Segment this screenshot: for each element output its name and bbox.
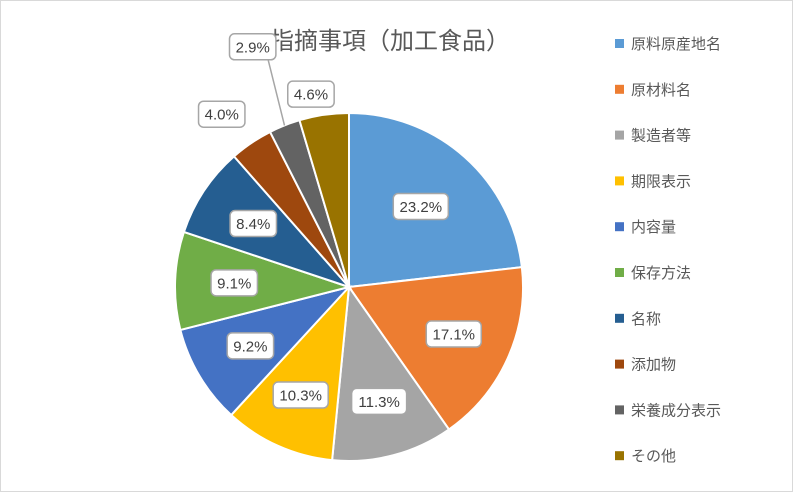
legend-entry: 名称 (615, 310, 661, 328)
legend-label: 内容量 (631, 218, 676, 236)
legend-swatch (615, 451, 624, 461)
legend-swatch (615, 222, 624, 232)
legend-entry: 添加物 (615, 356, 676, 374)
data-label-text: 8.4% (236, 216, 270, 233)
data-label-box (226, 332, 275, 360)
data-label-text: 11.3% (358, 394, 399, 411)
legend-entry: 保存方法 (615, 264, 691, 282)
data-label: 9.1% (210, 269, 259, 297)
data-label-box (197, 100, 246, 128)
legend-label: 製造者等 (631, 127, 691, 145)
legend-swatch (615, 130, 624, 140)
chart-title: 指摘事項（加工食品） (270, 27, 510, 55)
data-label-text: 9.1% (217, 275, 251, 292)
data-label-box (392, 192, 450, 221)
legend-swatch (615, 39, 624, 48)
data-label-text: 10.3% (279, 388, 322, 405)
data-label-text: 9.2% (233, 338, 267, 355)
data-label: 2.9% (228, 33, 277, 61)
data-label-text: 23.2% (400, 199, 443, 216)
data-label: 8.4% (229, 209, 278, 238)
data-label-text: 2.9% (236, 39, 270, 56)
data-label-text: 4.6% (294, 87, 328, 104)
data-label: 4.6% (287, 80, 335, 108)
legend-entry: 期限表示 (615, 172, 691, 190)
legend-swatch (615, 359, 624, 369)
data-label: 11.3% (350, 387, 408, 416)
legend-swatch (615, 313, 624, 323)
data-label-box (272, 381, 329, 409)
data-label: 10.3% (272, 381, 329, 409)
data-label: 17.1% (425, 320, 483, 348)
pie-slice (331, 284, 451, 462)
legend-label: 栄養成分表示 (631, 401, 721, 419)
legend-entry: 原料原産地名 (615, 35, 721, 53)
pie-slice (229, 284, 351, 462)
data-label-box (210, 269, 259, 297)
legend-label: 原料原産地名 (631, 35, 721, 53)
data-label-box (287, 80, 335, 108)
legend-label: 名称 (631, 310, 661, 328)
data-label-text: 17.1% (432, 327, 475, 344)
data-label-box (228, 33, 277, 61)
legend-swatch (615, 176, 624, 186)
legend-entry: 原材料名 (615, 81, 691, 99)
legend-label: 原材料名 (631, 81, 691, 99)
data-labels: 23.2% 17.1% 11.3% 10.3% 9.2% 9.1% 8.4% 4.0% 2.9%… (197, 33, 483, 416)
legend-label: 保存方法 (631, 264, 691, 282)
data-label: 9.2% (226, 332, 275, 360)
data-label: 23.2% (392, 192, 450, 221)
data-label-text: 4.0% (205, 107, 239, 124)
data-label-box (350, 387, 408, 416)
legend-entry: 製造者等 (615, 127, 691, 145)
pie-slice (347, 266, 524, 431)
legend-entry: 内容量 (615, 218, 676, 236)
data-label: 4.0% (197, 100, 246, 128)
legend-label: 期限表示 (631, 172, 691, 190)
data-label-box (229, 209, 278, 238)
legend-entry: その他 (615, 447, 676, 465)
pie-slice (298, 111, 350, 288)
legend-label: その他 (631, 447, 676, 465)
legend-swatch (615, 84, 624, 94)
data-label-box (425, 320, 483, 348)
pie-slice (174, 230, 353, 332)
legend-label: 添加物 (631, 356, 676, 374)
legend-swatch (615, 405, 624, 415)
legend-swatch (615, 268, 624, 277)
legend-entry: 栄養成分表示 (615, 401, 721, 419)
